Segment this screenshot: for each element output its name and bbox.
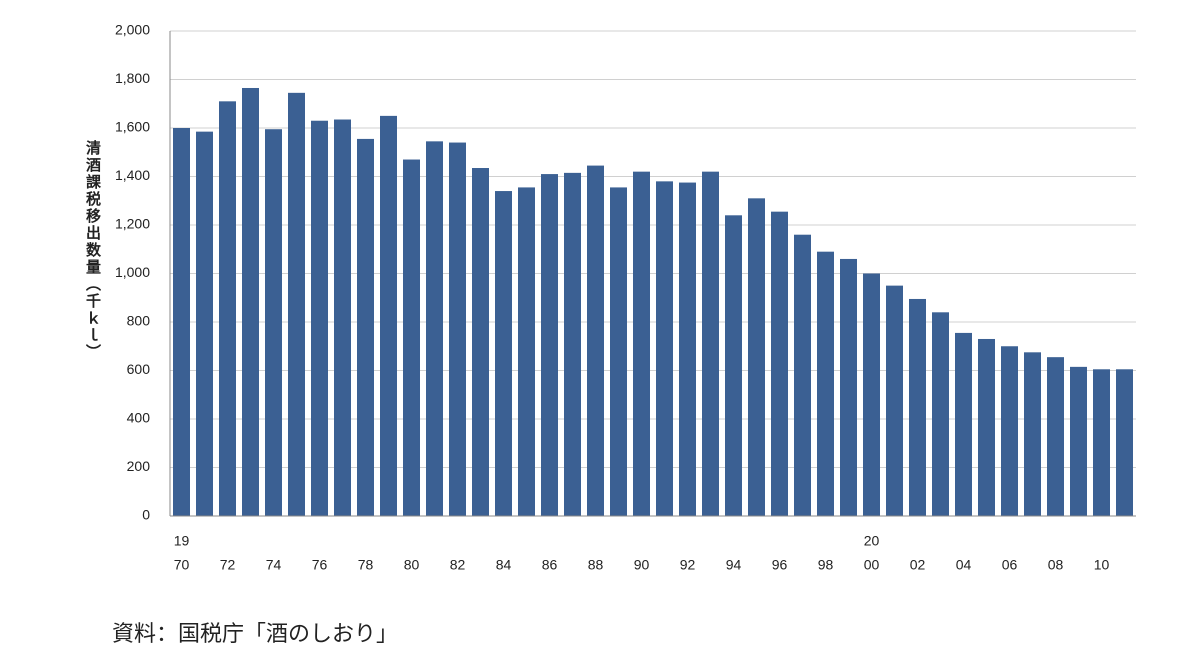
bar bbox=[863, 273, 880, 516]
x-tick-label: 84 bbox=[496, 557, 512, 573]
bar bbox=[265, 129, 282, 516]
x-tick-label: 00 bbox=[864, 557, 880, 573]
x-tick-label: 02 bbox=[910, 557, 926, 573]
bar bbox=[1047, 357, 1064, 516]
x-tick-label: 90 bbox=[634, 557, 650, 573]
x-tick-label: 70 bbox=[174, 557, 190, 573]
bar bbox=[1001, 346, 1018, 516]
bar bbox=[288, 92, 305, 517]
x-tick-label: 82 bbox=[450, 557, 466, 573]
bar bbox=[1024, 352, 1041, 516]
x-tick-label: 86 bbox=[542, 557, 558, 573]
y-tick-label: 800 bbox=[127, 313, 151, 329]
y-tick-label: 1,800 bbox=[115, 70, 150, 86]
x-century-label: 20 bbox=[864, 533, 880, 549]
bar bbox=[311, 120, 328, 516]
y-tick-label: 2,000 bbox=[115, 22, 150, 38]
y-tick-label: 1,000 bbox=[115, 264, 150, 280]
bar bbox=[564, 172, 581, 517]
x-tick-label: 08 bbox=[1048, 557, 1064, 573]
bar bbox=[702, 171, 719, 516]
bar bbox=[426, 141, 443, 516]
x-tick-label: 72 bbox=[220, 557, 236, 573]
bar bbox=[587, 165, 604, 516]
bar bbox=[1093, 369, 1110, 516]
x-tick-label: 80 bbox=[404, 557, 420, 573]
y-tick-label: 1,600 bbox=[115, 119, 150, 135]
bar bbox=[449, 142, 466, 517]
bar bbox=[1116, 369, 1133, 516]
source-note: 資料：国税庁「酒のしおり」 bbox=[112, 621, 398, 646]
bar bbox=[334, 119, 351, 516]
bar bbox=[909, 298, 926, 516]
y-tick-label: 600 bbox=[127, 361, 151, 377]
bar bbox=[955, 332, 972, 516]
bar bbox=[173, 128, 190, 516]
bar bbox=[633, 171, 650, 516]
bar bbox=[541, 174, 558, 516]
x-tick-label: 74 bbox=[266, 557, 282, 573]
y-tick-label: 1,400 bbox=[115, 167, 150, 183]
bar bbox=[771, 211, 788, 516]
bar bbox=[679, 182, 696, 516]
y-tick-label: 400 bbox=[127, 410, 151, 426]
bar bbox=[219, 101, 236, 516]
bar bbox=[794, 234, 811, 516]
bar bbox=[978, 338, 995, 516]
bar bbox=[495, 191, 512, 517]
x-century-label: 19 bbox=[174, 533, 190, 549]
y-axis-title: 清酒課税移出数量（千ｋｌ） bbox=[84, 139, 102, 361]
x-tick-label: 98 bbox=[818, 557, 834, 573]
x-tick-label: 04 bbox=[956, 557, 972, 573]
bar bbox=[748, 198, 765, 516]
y-tick-label: 200 bbox=[127, 458, 151, 474]
bar bbox=[518, 187, 535, 516]
y-tick-label: 0 bbox=[142, 507, 150, 523]
x-tick-label: 88 bbox=[588, 557, 604, 573]
bar bbox=[610, 187, 627, 516]
bar bbox=[380, 115, 397, 516]
bar bbox=[886, 285, 903, 516]
x-tick-label: 06 bbox=[1002, 557, 1018, 573]
bar bbox=[1070, 366, 1087, 516]
bar bbox=[403, 159, 420, 516]
bar bbox=[656, 181, 673, 516]
bar bbox=[196, 131, 213, 516]
x-tick-label: 78 bbox=[358, 557, 374, 573]
bar bbox=[357, 138, 374, 516]
bar bbox=[725, 215, 742, 517]
x-tick-label: 96 bbox=[772, 557, 788, 573]
y-tick-label: 1,200 bbox=[115, 216, 150, 232]
bar bbox=[817, 251, 834, 517]
x-tick-label: 10 bbox=[1094, 557, 1110, 573]
bar bbox=[242, 87, 259, 517]
x-tick-label: 76 bbox=[312, 557, 328, 573]
bar bbox=[840, 258, 857, 516]
x-tick-label: 94 bbox=[726, 557, 742, 573]
x-tick-label: 92 bbox=[680, 557, 696, 573]
bar bbox=[932, 312, 949, 516]
bar bbox=[472, 168, 489, 516]
